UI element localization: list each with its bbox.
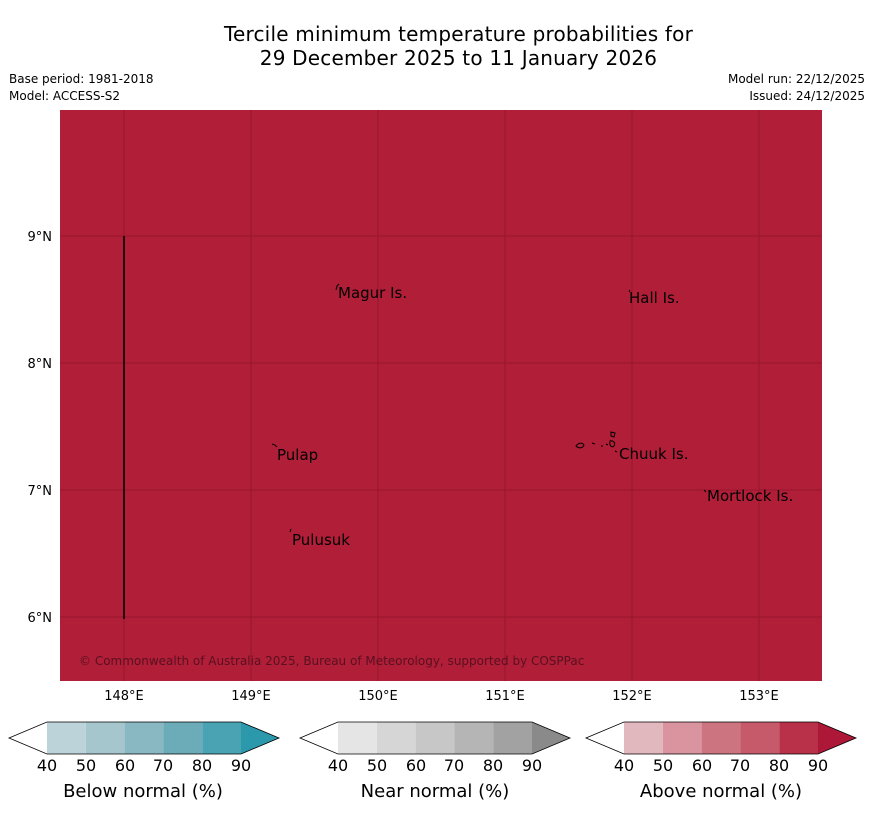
colorbar-below-segment <box>163 722 203 754</box>
lon-label-152e: 152°E <box>612 689 652 704</box>
meta-left: Base period: 1981-2018 Model: ACCESS-S2 <box>9 71 154 105</box>
tick-label: 40 <box>327 756 349 775</box>
tick-label: 90 <box>807 756 829 775</box>
place-label-hall: Hall Is. <box>629 289 680 307</box>
lon-label-149e: 149°E <box>231 689 271 704</box>
island-chuuk <box>575 431 618 453</box>
colorbar-below-segment <box>85 722 125 754</box>
colorbar-above-segment <box>779 722 818 754</box>
colorbar-above-extend-high <box>818 722 856 754</box>
colorbar-near-segment <box>415 722 455 754</box>
colorbar-below-segment <box>124 722 164 754</box>
meta-right: Model run: 22/12/2025 Issued: 24/12/2025 <box>728 71 865 105</box>
place-label-magur: Magur Is. <box>338 284 407 302</box>
colorbar-near-segment <box>454 722 494 754</box>
place-label-chuuk: Chuuk Is. <box>619 445 688 463</box>
tick-label: 80 <box>768 756 790 775</box>
tick-label: 50 <box>366 756 388 775</box>
tick-label: 80 <box>191 756 213 775</box>
tick-label: 50 <box>652 756 674 775</box>
colorbar-above-outline <box>584 721 858 755</box>
tick-label: 70 <box>443 756 465 775</box>
colorbar-below-segment <box>47 722 86 754</box>
copyright-notice: © Commonwealth of Australia 2025, Bureau… <box>79 654 584 668</box>
model-run: Model run: 22/12/2025 <box>727 72 865 86</box>
tick-label: 90 <box>521 756 543 775</box>
tick-label: 50 <box>75 756 97 775</box>
tick-label: 60 <box>405 756 427 775</box>
island-pulap <box>271 443 278 448</box>
tick-label: 70 <box>152 756 174 775</box>
colorbar-above-segment <box>701 722 741 754</box>
colorbar-near-outline <box>298 721 572 755</box>
lat-label-9n: 9°N <box>28 230 53 245</box>
colorbar-below-extend-low <box>9 722 47 754</box>
map-title: Tercile minimum temperature probabilitie… <box>0 22 873 70</box>
colorbar-above-segment <box>624 722 663 754</box>
colorbar-near-segment <box>493 722 532 754</box>
base-period: Base period: 1981-2018 <box>9 72 154 86</box>
place-label-pulusuk: Pulusuk <box>292 531 350 549</box>
colorbar-below-extend-high <box>241 722 279 754</box>
tick-label: 60 <box>114 756 136 775</box>
lon-label-151e: 151°E <box>485 689 525 704</box>
island-magur <box>335 283 340 291</box>
colorbar-label-above: Above normal (%) <box>639 781 803 802</box>
lon-label-153e: 153°E <box>739 689 779 704</box>
island-hall <box>628 289 631 293</box>
colorbar-below-segment <box>202 722 241 754</box>
model-name: Model: ACCESS-S2 <box>9 89 121 103</box>
lon-label-150e: 150°E <box>358 689 398 704</box>
probability-fill <box>60 110 822 681</box>
colorbar-near-segment <box>376 722 416 754</box>
lat-label-8n: 8°N <box>28 357 53 372</box>
place-label-pulap: Pulap <box>277 446 318 464</box>
colorbar-above-segment <box>740 722 780 754</box>
lat-label-7n: 7°N <box>28 484 53 499</box>
tick-label: 40 <box>36 756 58 775</box>
islands <box>271 283 707 533</box>
tick-label: 40 <box>613 756 635 775</box>
colorbar-near-extend-high <box>532 722 570 754</box>
tick-label: 90 <box>230 756 252 775</box>
tick-label: 80 <box>482 756 504 775</box>
title-line-1: Tercile minimum temperature probabilitie… <box>223 22 694 46</box>
colorbar-label-near: Near normal (%) <box>360 781 510 802</box>
tick-label: 70 <box>729 756 751 775</box>
place-label-mortlock: Mortlock Is. <box>707 487 793 505</box>
island-mortlock <box>703 489 707 493</box>
colorbar-near-extend-low <box>300 722 338 754</box>
colorbar-near-segment <box>338 722 377 754</box>
tick-label: 60 <box>691 756 713 775</box>
lon-label-148e: 148°E <box>104 689 144 704</box>
lat-label-6n: 6°N <box>28 611 53 626</box>
colorbar-label-below: Below normal (%) <box>63 781 223 802</box>
colorbar-above-extend-low <box>586 722 624 754</box>
island-pulusuk <box>289 528 292 533</box>
colorbar-below-outline <box>7 721 281 755</box>
issued-date: Issued: 24/12/2025 <box>749 89 865 103</box>
colorbars <box>7 721 858 755</box>
colorbar-above-segment <box>662 722 702 754</box>
title-line-2: 29 December 2025 to 11 January 2026 <box>259 46 658 70</box>
